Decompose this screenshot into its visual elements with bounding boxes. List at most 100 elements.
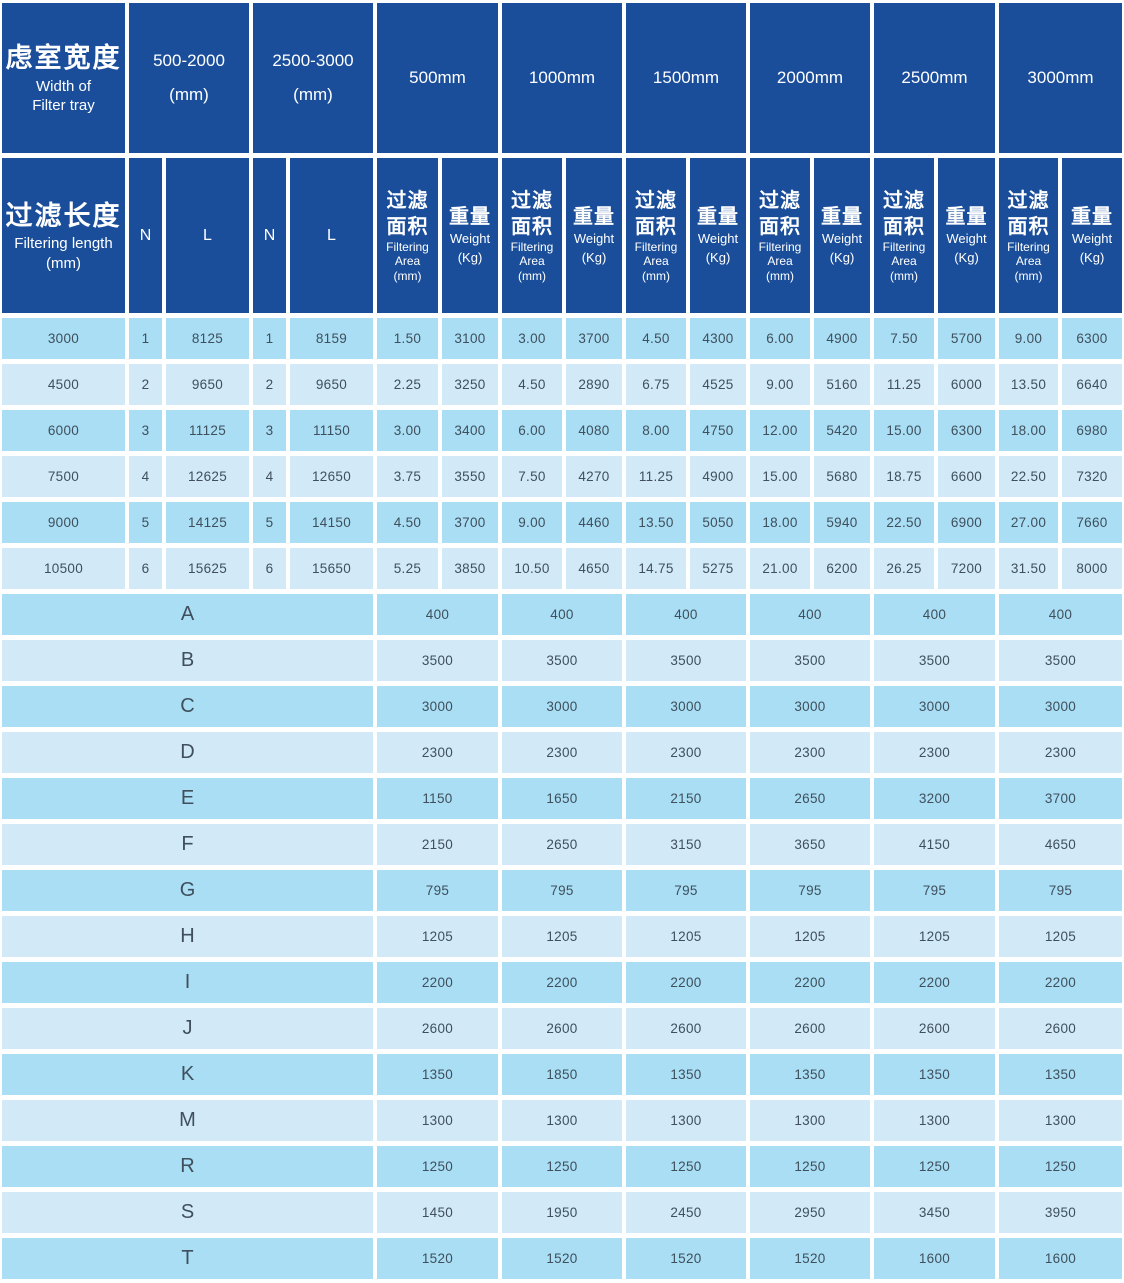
- letter-value-cell: 1205: [377, 916, 498, 957]
- letter-value-cell: 3500: [626, 640, 746, 681]
- data-cell: 8125: [166, 318, 249, 359]
- data-cell: 6000: [938, 364, 995, 405]
- letter-value-cell: 1250: [377, 1146, 498, 1187]
- data-cell: 7.50: [874, 318, 934, 359]
- letter-value-cell: 3500: [377, 640, 498, 681]
- letter-value-cell: 1205: [999, 916, 1122, 957]
- letter-value-cell: 1350: [999, 1054, 1122, 1095]
- data-cell: 5050: [690, 502, 746, 543]
- letter-value-cell: 1300: [502, 1100, 622, 1141]
- data-cell: 4080: [566, 410, 622, 451]
- data-cell: 21.00: [750, 548, 810, 589]
- header-width-range-2500-3000: 2500-3000 (mm): [253, 3, 373, 153]
- letter-value-cell: 1650: [502, 778, 622, 819]
- letter-value-cell: 1520: [377, 1238, 498, 1279]
- letter-value-cell: 1205: [750, 916, 870, 957]
- filtering-area-unit: (mm): [393, 268, 422, 283]
- weight-zh: 重量: [449, 205, 491, 228]
- weight-zh: 重量: [945, 205, 988, 228]
- data-cell: 8.00: [626, 410, 686, 451]
- data-cell: 7200: [938, 548, 995, 589]
- weight-en: Weight: [821, 230, 863, 246]
- letter-value-cell: 2300: [626, 732, 746, 773]
- letter-value-cell: 1205: [502, 916, 622, 957]
- mm-column-label: 2000mm: [776, 68, 844, 87]
- data-cell: 4460: [566, 502, 622, 543]
- letter-value-cell: 3500: [750, 640, 870, 681]
- data-cell: 5.25: [377, 548, 438, 589]
- weight-en: Weight: [946, 230, 987, 246]
- letter-value-cell: 400: [750, 594, 870, 635]
- length-title-zh: 过滤长度: [5, 200, 122, 231]
- header-filtering-area: 过滤 面积 Filtering Area (mm): [377, 158, 438, 313]
- width-range-value: 2500-3000: [272, 51, 354, 70]
- data-cell: 3100: [442, 318, 498, 359]
- letter-value-cell: 1600: [874, 1238, 995, 1279]
- weight-zh: 重量: [573, 205, 615, 228]
- letter-value-cell: 1205: [874, 916, 995, 957]
- data-cell: 10.50: [502, 548, 562, 589]
- letter-value-cell: 1520: [502, 1238, 622, 1279]
- letter-value-cell: 1350: [750, 1054, 870, 1095]
- data-cell: 6300: [938, 410, 995, 451]
- filtering-area-zh: 过滤: [883, 189, 925, 212]
- n-label: N: [263, 226, 276, 244]
- letter-value-cell: 3000: [750, 686, 870, 727]
- data-cell: 8000: [1062, 548, 1122, 589]
- data-cell: 7320: [1062, 456, 1122, 497]
- filtering-area-zh: 面积: [386, 215, 429, 238]
- letter-value-cell: 1520: [626, 1238, 746, 1279]
- mm-column-label: 500mm: [409, 68, 466, 87]
- weight-en: Weight: [697, 230, 739, 246]
- filtering-area-zh: 过滤: [511, 189, 553, 212]
- data-cell: 22.50: [999, 456, 1058, 497]
- letter-value-cell: 1250: [626, 1146, 746, 1187]
- weight-zh: 重量: [697, 205, 739, 228]
- row-label: S: [2, 1192, 373, 1233]
- weight-unit: (Kg): [829, 249, 855, 265]
- data-cell: 9000: [2, 502, 125, 543]
- data-cell: 3.00: [502, 318, 562, 359]
- filtering-area-en: Filtering: [1007, 239, 1050, 254]
- row-label: C: [2, 686, 373, 727]
- letter-value-cell: 3950: [999, 1192, 1122, 1233]
- letter-value-cell: 2300: [377, 732, 498, 773]
- width-title-en-line1: Width of: [35, 77, 92, 95]
- header-weight: 重量 Weight (Kg): [690, 158, 746, 313]
- header-col-3000mm: 3000mm: [999, 3, 1122, 153]
- filtering-area-en: Area: [1015, 254, 1042, 269]
- letter-value-cell: 1300: [750, 1100, 870, 1141]
- data-cell: 3.75: [377, 456, 438, 497]
- letter-value-cell: 2300: [502, 732, 622, 773]
- letter-value-cell: 1850: [502, 1054, 622, 1095]
- data-cell: 3.00: [377, 410, 438, 451]
- data-cell: 3: [129, 410, 162, 451]
- letter-value-cell: 1300: [626, 1100, 746, 1141]
- row-label: F: [2, 824, 373, 865]
- filtering-area-zh: 面积: [635, 215, 677, 238]
- data-cell: 6.00: [750, 318, 810, 359]
- header-col-500mm: 500mm: [377, 3, 498, 153]
- row-label: A: [2, 594, 373, 635]
- letter-value-cell: 2300: [999, 732, 1122, 773]
- data-cell: 5700: [938, 318, 995, 359]
- letter-value-cell: 2600: [626, 1008, 746, 1049]
- letter-value-cell: 1350: [874, 1054, 995, 1095]
- data-cell: 1.50: [377, 318, 438, 359]
- filtering-area-unit: (mm): [642, 268, 670, 283]
- letter-value-cell: 2200: [750, 962, 870, 1003]
- row-label: K: [2, 1054, 373, 1095]
- letter-value-cell: 2600: [874, 1008, 995, 1049]
- header-col-2000mm: 2000mm: [750, 3, 870, 153]
- letter-value-cell: 1300: [999, 1100, 1122, 1141]
- header-filtering-length: 过滤长度 Filtering length (mm): [2, 158, 125, 313]
- filtering-area-en: Filtering: [510, 239, 554, 254]
- letter-value-cell: 2600: [377, 1008, 498, 1049]
- row-label: E: [2, 778, 373, 819]
- data-cell: 4300: [690, 318, 746, 359]
- letter-value-cell: 2150: [626, 778, 746, 819]
- letter-value-cell: 400: [626, 594, 746, 635]
- header-col-1500mm: 1500mm: [626, 3, 746, 153]
- data-cell: 14150: [290, 502, 373, 543]
- data-cell: 4.50: [377, 502, 438, 543]
